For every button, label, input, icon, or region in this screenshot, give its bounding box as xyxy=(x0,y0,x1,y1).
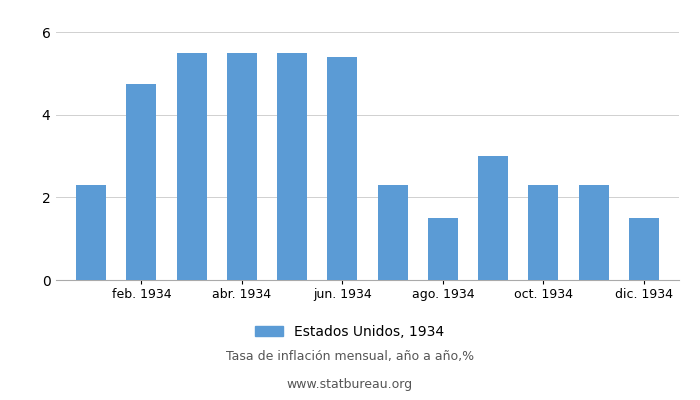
Bar xyxy=(126,84,157,280)
Bar xyxy=(176,53,206,280)
Bar xyxy=(478,156,508,280)
Bar xyxy=(528,185,559,280)
Bar xyxy=(76,185,106,280)
Bar xyxy=(578,185,609,280)
Bar xyxy=(377,185,407,280)
Bar xyxy=(328,57,358,280)
Text: Tasa de inflación mensual, año a año,%: Tasa de inflación mensual, año a año,% xyxy=(226,350,474,363)
Legend: Estados Unidos, 1934: Estados Unidos, 1934 xyxy=(250,319,450,344)
Bar xyxy=(428,218,458,280)
Text: www.statbureau.org: www.statbureau.org xyxy=(287,378,413,391)
Bar xyxy=(629,218,659,280)
Bar xyxy=(277,53,307,280)
Bar xyxy=(227,53,257,280)
